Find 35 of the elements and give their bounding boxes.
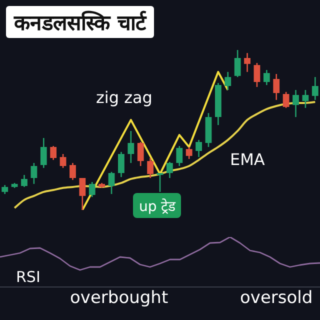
annotation: up ट्रेड bbox=[133, 193, 182, 218]
candlestick bbox=[292, 89, 299, 118]
candlestick bbox=[70, 162, 76, 181]
candlestick bbox=[88, 181, 96, 198]
candlestick bbox=[224, 71, 232, 91]
chart-title: कनडलसस्कि चार्ट bbox=[6, 6, 154, 38]
candlestick bbox=[108, 171, 115, 195]
candlestick bbox=[50, 145, 57, 161]
candlestick bbox=[263, 69, 270, 86]
candlestick bbox=[234, 49, 241, 78]
candlestick bbox=[302, 89, 309, 109]
candlestick bbox=[79, 177, 86, 211]
candlestick bbox=[40, 137, 47, 169]
candlestick bbox=[166, 161, 173, 179]
series-label: EMA bbox=[230, 150, 265, 169]
candlestick bbox=[60, 153, 66, 169]
series-label: RSI bbox=[16, 268, 40, 286]
candlestick bbox=[244, 52, 250, 73]
candlestick bbox=[282, 91, 290, 109]
candlestick bbox=[254, 62, 260, 88]
candlestick bbox=[147, 157, 154, 179]
candlestick bbox=[156, 172, 164, 193]
candlestick bbox=[137, 141, 144, 167]
candlestick bbox=[312, 76, 318, 101]
candlestick bbox=[186, 146, 192, 160]
candlestick bbox=[118, 151, 124, 178]
text: overbought bbox=[70, 288, 168, 308]
candlestick bbox=[196, 139, 202, 158]
candlestick bbox=[30, 162, 38, 185]
series-label: zig zag bbox=[96, 88, 152, 107]
text: oversold bbox=[240, 288, 313, 308]
candlestick bbox=[21, 174, 28, 188]
candlestick bbox=[273, 73, 280, 101]
candlestick bbox=[128, 130, 134, 164]
candlestick bbox=[176, 145, 183, 167]
